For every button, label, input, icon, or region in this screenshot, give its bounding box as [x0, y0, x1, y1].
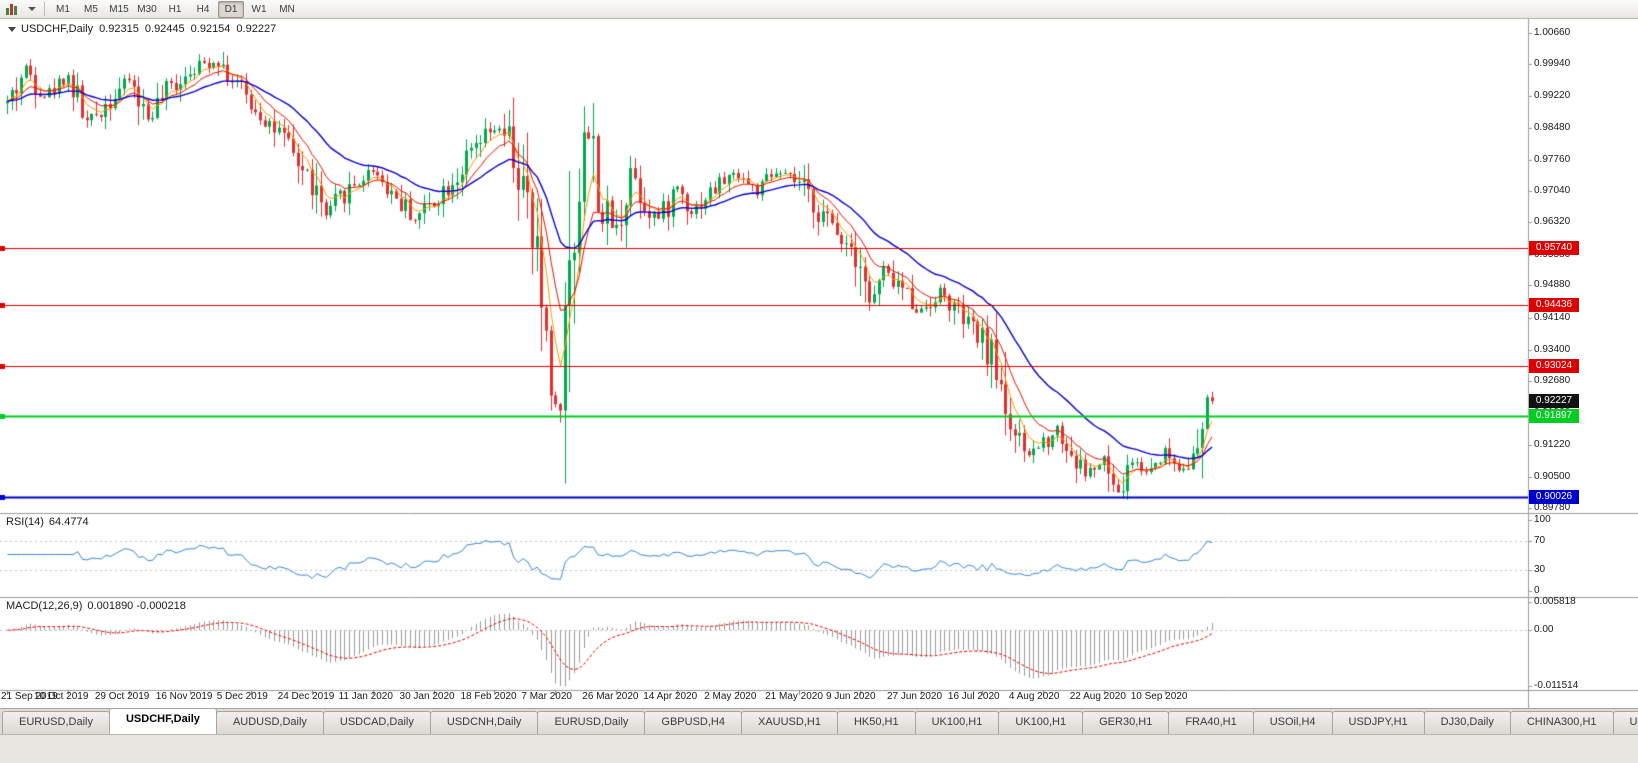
toolbar-separator — [44, 2, 45, 16]
status-bar — [0, 734, 1638, 763]
chart-tab-uk100-h1[interactable]: UK100,H1 — [914, 711, 1000, 734]
timeframe-toolbar: M1 M5 M15 M30 H1 H4 D1 W1 MN — [49, 0, 301, 18]
chart-tab-usdcad-daily[interactable]: USDCAD,Daily — [322, 711, 431, 734]
chart-tab-eurusd-daily[interactable]: EURUSD,Daily — [537, 711, 646, 734]
chart-tab-usoil-h4[interactable]: USOil,H4 — [1252, 711, 1333, 734]
chart-tab-fra40-h1[interactable]: FRA40,H1 — [1168, 711, 1254, 734]
chart-tab-usdchf-daily[interactable]: USDCHF,Daily — [108, 709, 217, 734]
chart-tab-usdjpy-h1[interactable]: USDJPY,H1 — [1331, 711, 1425, 734]
chart-type-dropdown-icon[interactable] — [28, 7, 36, 11]
chart-type-icon[interactable] — [6, 3, 22, 15]
chart-tab-china300-h1[interactable]: CHINA300,H1 — [1509, 711, 1614, 734]
timeframe-button-w1[interactable]: W1 — [251, 3, 267, 15]
timeframe-button-m30[interactable]: M30 — [137, 3, 157, 15]
chart-tab-usoil-h1[interactable]: USOil,H1 — [1612, 711, 1638, 734]
chart-tab-bar: EURUSD,Daily USDCHF,Daily AUDUSD,Daily USDC… — [0, 708, 1638, 734]
price-chart-canvas[interactable] — [0, 19, 1638, 708]
top-toolbar: M1 M5 M15 M30 H1 H4 D1 W1 MN — [0, 0, 1638, 19]
timeframe-button-m5[interactable]: M5 — [84, 3, 98, 15]
timeframe-button-mn[interactable]: MN — [279, 3, 295, 15]
timeframe-button-h1[interactable]: H1 — [168, 3, 182, 15]
chart-tab-usdcnh-daily[interactable]: USDCNH,Daily — [429, 711, 539, 734]
timeframe-button-m15[interactable]: M15 — [109, 3, 129, 15]
timeframe-button-h4[interactable]: H4 — [196, 3, 210, 15]
chart-tab-eurusd-daily[interactable]: EURUSD,Daily — [2, 711, 110, 734]
chart-tab-ger30-h1[interactable]: GER30,H1 — [1082, 711, 1170, 734]
chart-tab-dj30-daily[interactable]: DJ30,Daily — [1423, 711, 1511, 734]
chart-tab-uk100-h1[interactable]: UK100,H1 — [998, 711, 1084, 734]
chart-tab-hk50-h1[interactable]: HK50,H1 — [836, 711, 916, 734]
chart-tab-gbpusd-h4[interactable]: GBPUSD,H4 — [644, 711, 742, 734]
timeframe-button-d1[interactable]: D1 — [218, 0, 244, 18]
chart-tab-audusd-daily[interactable]: AUDUSD,Daily — [215, 711, 324, 734]
timeframe-button-m1[interactable]: M1 — [56, 3, 70, 15]
chart-tab-xauusd-h1[interactable]: XAUUSD,H1 — [740, 711, 838, 734]
